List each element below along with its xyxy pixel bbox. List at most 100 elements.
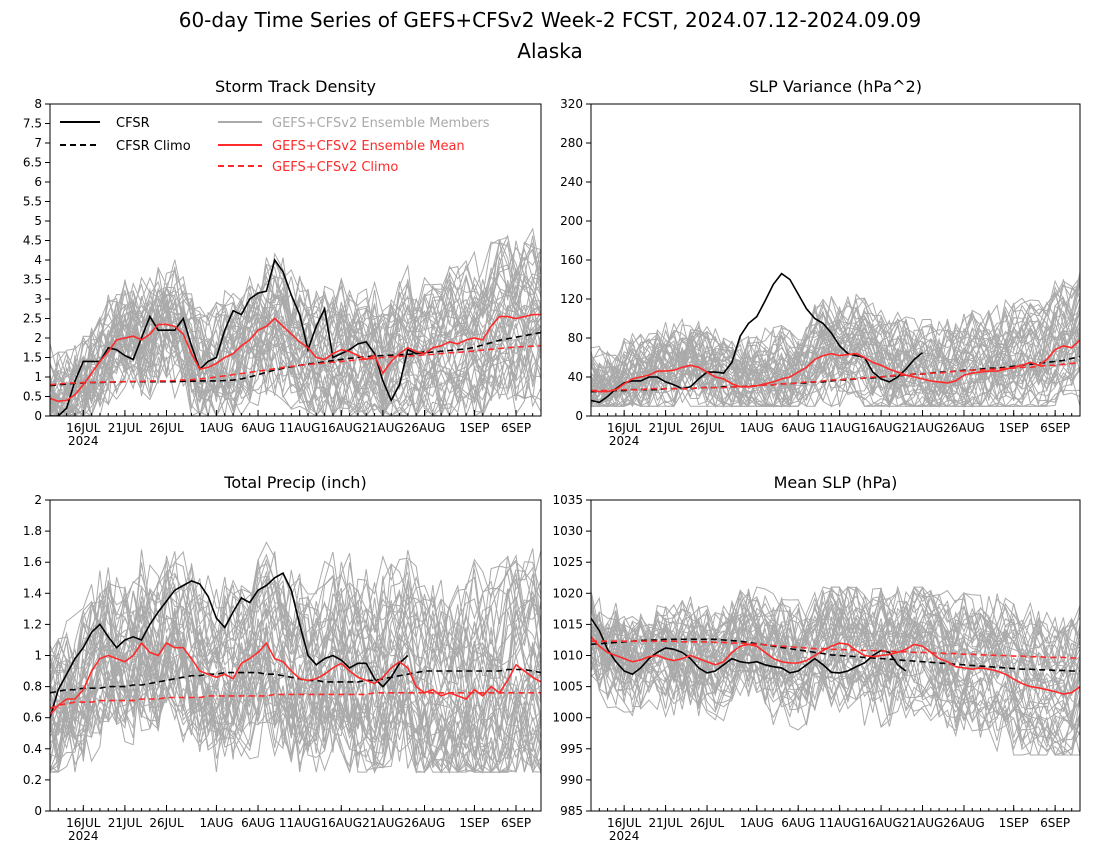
y-tick-label: 80 [568, 331, 583, 345]
x-tick-label: 6SEP [1040, 421, 1070, 435]
x-tick-label: 6SEP [1040, 816, 1070, 830]
y-tick-label: 2.5 [23, 312, 42, 326]
x-tick-label: 1SEP [999, 816, 1029, 830]
x-tick-label: 11AUG [279, 421, 321, 435]
x-tick-label: 6AUG [781, 816, 815, 830]
x-tick-label: 21JUL [648, 816, 683, 830]
y-tick-label: 1 [34, 370, 42, 384]
ensemble-member-line [591, 585, 1080, 678]
panel-title: Total Precip (inch) [223, 473, 366, 492]
y-tick-label: 1.6 [23, 555, 42, 569]
storm-track-density-panel: Storm Track Density 0 0.5 1 1.5 2 2.5 3 3.5 4 4.5 5… [23, 77, 542, 448]
ensemble-mean-line [591, 636, 1080, 695]
figure-title: 60-day Time Series of GEFS+CFSv2 Week-2 … [179, 8, 922, 32]
y-tick-label: 1000 [552, 711, 583, 725]
y-tick-label: 0.2 [23, 773, 42, 787]
y-tick-label: 4 [34, 253, 42, 267]
x-tick-label: 26AUG [404, 421, 446, 435]
ensemble-member-line [591, 627, 1080, 735]
ensemble-member-line [591, 287, 1080, 395]
ensemble-member-line [591, 372, 1080, 408]
x-tick-label: 16JUL [66, 421, 101, 435]
ensemble-member-line [50, 658, 541, 774]
y-tick-label: 1035 [552, 493, 583, 507]
legend-cfsr-climo-label: CFSR Climo [116, 139, 191, 154]
x-tick-label: 26JUL [690, 421, 725, 435]
y-tick-label: 0.8 [23, 680, 42, 694]
y-tick-label: 985 [560, 804, 583, 818]
ensemble-member-line [50, 339, 541, 416]
ensemble-member-line [591, 650, 1080, 756]
legend-members-label: GEFS+CFSv2 Ensemble Members [272, 116, 490, 131]
x-tick-label: 6AUG [241, 421, 275, 435]
x-tick-label: 11AUG [819, 816, 861, 830]
y-tick-label: 280 [560, 136, 583, 150]
y-tick-label: 40 [568, 370, 583, 384]
ensemble-mean-line [50, 313, 541, 403]
ensemble-member-line [50, 334, 541, 416]
plot-area [591, 271, 1080, 409]
ensemble-member-line [591, 586, 1080, 663]
ensemble-member-line [50, 319, 541, 416]
ensemble-member-line [591, 354, 1080, 409]
x-tick-label: 16JUL [607, 816, 642, 830]
x-tick-label: 21AUG [362, 816, 404, 830]
ensemble-mean-line [591, 339, 1080, 393]
y-tick-label: 1.2 [23, 617, 42, 631]
y-tick-label: 120 [560, 292, 583, 306]
gefs-climo-line [50, 345, 541, 386]
x-tick-label: 1SEP [999, 421, 1029, 435]
cfsr-line [591, 272, 924, 404]
gefs-climo-line [591, 640, 1080, 659]
x-tick-label: 1AUG [199, 421, 233, 435]
y-tick-label: 6 [34, 175, 42, 189]
x-tick-label: 11AUG [279, 816, 321, 830]
ensemble-member-line [50, 626, 541, 760]
ensemble-member-line [50, 576, 541, 731]
x-tick-label: 26AUG [943, 816, 985, 830]
x-tick-label: 26JUL [149, 816, 184, 830]
x-tick-label: 16AUG [860, 421, 902, 435]
plot-area [50, 227, 541, 416]
x-tick-label: 21AUG [902, 421, 944, 435]
y-tick-label: 1.5 [23, 351, 42, 365]
ensemble-member-line [591, 597, 1080, 698]
x-tick-label: 6SEP [501, 421, 531, 435]
x-tick-label: 16AUG [320, 421, 362, 435]
ensemble-member-line [50, 582, 541, 724]
ensemble-member-line [591, 641, 1080, 751]
cfsr-line [50, 258, 425, 416]
x-tick-label: 26AUG [404, 816, 446, 830]
y-tick-label: 0.5 [23, 390, 42, 404]
x-tick-label: 6SEP [501, 816, 531, 830]
y-tick-label: 7 [34, 136, 42, 150]
x-tick-label: 21JUL [108, 421, 143, 435]
slp-variance-panel: SLP Variance (hPa^2) 0 40 80 120 160 200 240 280… [560, 77, 1081, 448]
x-tick-label: 16AUG [860, 816, 902, 830]
x-tick-label: 16JUL [607, 421, 642, 435]
y-tick-label: 160 [560, 253, 583, 267]
cfsr-climo-line [50, 668, 541, 694]
y-tick-label: 6.5 [23, 156, 42, 170]
cfsr-line [591, 617, 907, 676]
ensemble-member-line [50, 329, 541, 416]
y-tick-label: 1020 [552, 586, 583, 600]
ensemble-member-line [50, 322, 541, 416]
y-tick-label: 1015 [552, 617, 583, 631]
cfsr-line [50, 571, 409, 718]
ensemble-member-line [591, 362, 1080, 408]
x-year-label: 2024 [68, 434, 99, 448]
ensemble-member-line [591, 281, 1080, 395]
y-tick-label: 320 [560, 97, 583, 111]
total-precip-panel: Total Precip (inch) 0 0.2 0.4 0.6 0.8 1 1.2 1.4 1… [23, 473, 542, 843]
panel-title: SLP Variance (hPa^2) [749, 77, 922, 96]
y-tick-label: 1030 [552, 524, 583, 538]
ensemble-mean-line [50, 641, 541, 716]
y-tick-label: 990 [560, 773, 583, 787]
y-tick-label: 1.8 [23, 524, 42, 538]
ensemble-member-line [50, 267, 541, 382]
ensemble-member-line [591, 331, 1080, 407]
x-tick-label: 1AUG [740, 421, 774, 435]
ensemble-member-line [591, 625, 1080, 724]
